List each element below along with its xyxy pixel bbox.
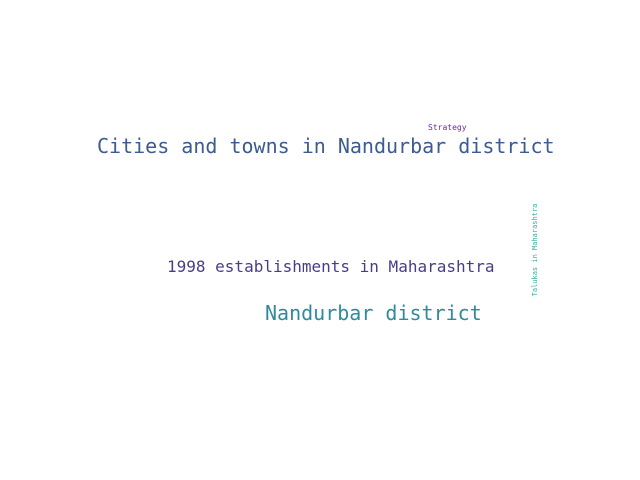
word-cities-and-towns: Cities and towns in Nandurbar district [97,134,555,158]
word-1998-establishments: 1998 establishments in Maharashtra [167,257,495,276]
word-talukas-in-maharashtra: Talukas in Maharashtra [531,203,539,297]
word-strategy: Strategy [428,123,467,132]
word-nandurbar-district: Nandurbar district [265,301,482,325]
